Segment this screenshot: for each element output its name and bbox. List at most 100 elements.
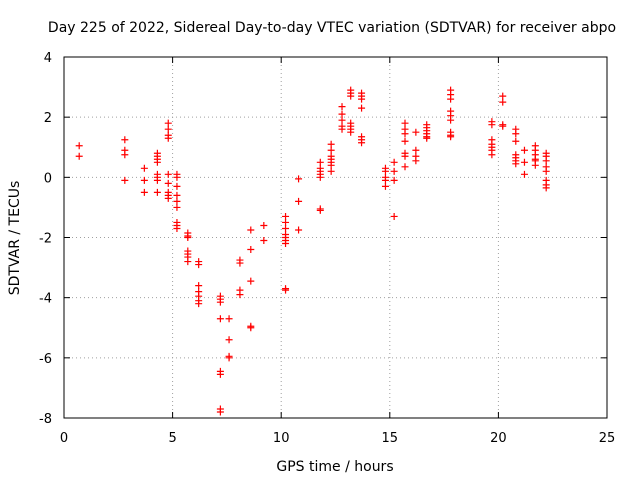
data-point: [282, 212, 290, 220]
data-point: [447, 133, 455, 141]
data-point: [512, 130, 520, 138]
data-point: [164, 179, 172, 187]
y-tick-label: -2: [39, 232, 52, 247]
data-point: [247, 226, 255, 234]
plot-frame: [63, 56, 608, 419]
data-point: [282, 286, 290, 294]
data-point: [531, 161, 539, 169]
y-tick-label: 0: [44, 171, 52, 186]
data-point: [282, 218, 290, 226]
data-point: [347, 92, 355, 100]
data-point: [401, 163, 409, 171]
data-point: [140, 176, 148, 184]
data-point: [338, 103, 346, 111]
grid-lines: [64, 57, 607, 418]
y-axis: -8 -6 -4 -2 0 2 4: [39, 51, 607, 427]
data-point: [358, 139, 366, 147]
data-point: [282, 224, 290, 232]
data-point: [195, 261, 203, 269]
y-tick-label: -8: [39, 412, 52, 427]
y-axis-label: SDTVAR / TECUs: [7, 181, 23, 296]
data-point: [153, 158, 161, 166]
data-point: [164, 194, 172, 202]
data-point: [247, 324, 255, 332]
data-point: [447, 116, 455, 124]
data-point: [390, 167, 398, 175]
data-point: [520, 170, 528, 178]
data-point: [488, 121, 496, 129]
data-point: [164, 119, 172, 127]
data-point: [358, 104, 366, 112]
y-tick-label: -6: [39, 352, 52, 367]
data-point: [542, 167, 550, 175]
x-tick-label: 25: [599, 431, 616, 446]
data-point: [225, 315, 233, 323]
data-point: [338, 125, 346, 133]
data-point: [140, 188, 148, 196]
y-tick-label: 2: [44, 111, 52, 126]
data-point: [247, 246, 255, 254]
data-point: [542, 184, 550, 192]
data-point: [327, 167, 335, 175]
data-point: [499, 122, 507, 130]
data-point: [121, 151, 129, 159]
data-point: [216, 298, 224, 306]
data-point: [225, 336, 233, 344]
data-point: [390, 212, 398, 220]
data-point: [295, 226, 303, 234]
data-point: [173, 182, 181, 190]
data-point: [140, 164, 148, 172]
data-point: [316, 173, 324, 181]
data-point: [225, 354, 233, 362]
x-tick-label: 15: [382, 431, 399, 446]
data-point: [381, 167, 389, 175]
data-point: [338, 116, 346, 124]
data-point: [121, 176, 129, 184]
data-point: [153, 188, 161, 196]
data-point: [327, 146, 335, 154]
data-point: [499, 98, 507, 106]
data-point: [390, 176, 398, 184]
data-point: [412, 128, 420, 136]
data-point: [153, 176, 161, 184]
data-point: [260, 221, 268, 229]
data-point: [247, 277, 255, 285]
data-point: [236, 291, 244, 299]
data-point: [338, 110, 346, 118]
data-point: [184, 258, 192, 266]
data-point: [447, 95, 455, 103]
data-point: [327, 161, 335, 169]
data-point: [75, 142, 83, 150]
data-point: [423, 134, 431, 142]
data-point: [520, 158, 528, 166]
x-tick-label: 20: [490, 431, 507, 446]
data-point: [381, 176, 389, 184]
data-point: [412, 146, 420, 154]
data-point: [401, 137, 409, 145]
data-point: [173, 191, 181, 199]
data-point: [295, 175, 303, 183]
data-point: [499, 92, 507, 100]
data-point: [520, 146, 528, 154]
data-point: [401, 130, 409, 138]
data-point: [195, 282, 203, 290]
x-tick-label: 5: [168, 431, 176, 446]
data-point: [401, 152, 409, 160]
data-point: [164, 134, 172, 142]
data-point: [295, 197, 303, 205]
data-point: [327, 140, 335, 148]
data-point: [512, 160, 520, 168]
data-point: [164, 170, 172, 178]
data-point: [401, 119, 409, 127]
data-point: [236, 259, 244, 267]
data-point: [173, 224, 181, 232]
x-tick-label: 10: [273, 431, 290, 446]
data-point: [173, 203, 181, 211]
data-point: [184, 234, 192, 241]
y-tick-label: -4: [39, 292, 52, 307]
data-point: [542, 157, 550, 165]
data-point: [173, 173, 181, 181]
data-point: [488, 151, 496, 159]
y-tick-label: 4: [44, 51, 52, 66]
